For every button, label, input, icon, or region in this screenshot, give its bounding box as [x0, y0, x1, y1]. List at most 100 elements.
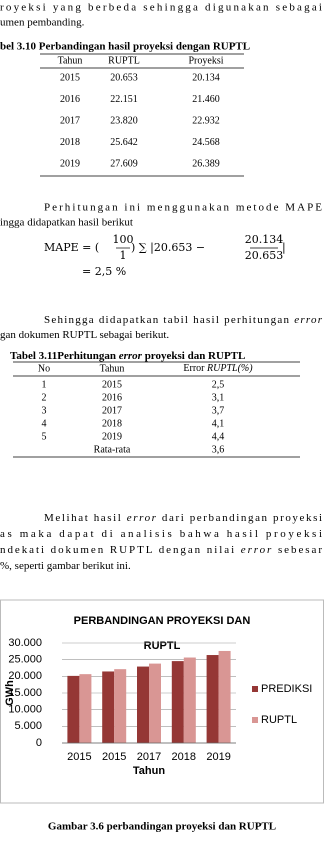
table-cell: 20.134 [192, 72, 220, 83]
table-cell: 2017 [102, 405, 122, 416]
bar [206, 655, 219, 743]
table-caption-part: proyeksi dan RUPTL [142, 350, 245, 362]
formula-text: MAPE = ( [44, 241, 99, 254]
text-line: as maka dapat di analisis bahwa hasil pr… [0, 528, 322, 540]
legend-label: PREDIKSI [261, 683, 312, 695]
table-cell: 3,6 [212, 444, 225, 455]
table-header: No [38, 363, 50, 374]
text-line-part: Melihat hasil [44, 512, 125, 524]
table-cell: 2016 [60, 94, 80, 105]
chart-title: RUPTL [144, 640, 181, 652]
text-line: %, seperti gambar berikut ini. [0, 560, 131, 572]
figure-caption: Gambar 3.6 perbandingan proyeksi dan RUP… [48, 821, 276, 833]
text-line: Perhitungan ini menggunakan metode MAPE [44, 202, 322, 214]
formula-text: 1 [120, 249, 127, 262]
table-cell: 27.609 [110, 158, 138, 169]
table-header: Tahun [100, 363, 125, 374]
table-header-part: RUPTL(%) [205, 363, 254, 374]
y-tick-label: 5.000 [14, 720, 42, 732]
text-line: Melihat hasil error dari perbandingan pr… [44, 512, 322, 524]
x-tick-label: 2015 [102, 751, 126, 763]
table-cell: 24.568 [192, 137, 220, 148]
table-header-part: Error [183, 363, 205, 374]
formula-text: ) ∑ |20.653 − [131, 241, 205, 255]
table-cell: 2 [42, 392, 47, 403]
bar [114, 669, 127, 743]
table-header: Proyeksi [189, 55, 224, 66]
y-tick-label: 0 [36, 737, 42, 749]
table-cell: 4 [42, 418, 47, 429]
table-cell: 20.653 [110, 72, 138, 83]
chart-title: PERBANDINGAN PROYEKSI DAN [74, 615, 251, 627]
table-cell: 1 [42, 379, 47, 390]
table-cell: 4,4 [212, 431, 225, 442]
chart-frame [0, 599, 324, 804]
table-caption: Tabel 3.11Perhitungan error proyeksi dan… [10, 350, 245, 362]
formula-text: 20.134 [245, 233, 284, 246]
y-tick-label: 10.000 [8, 704, 42, 716]
table-cell: 5 [42, 431, 47, 442]
text-line-part: sebesar [273, 544, 322, 556]
text-line: Sehingga didapatkan tabil hasil perhitun… [44, 314, 323, 326]
table-cell: 3 [42, 405, 47, 416]
text-line: ingga didapatkan hasil berikut [0, 217, 133, 229]
table-cell: 2018 [102, 418, 122, 429]
table-header: RUPTL [108, 55, 140, 66]
table-cell: 2015 [102, 379, 122, 390]
table-caption-part: Tabel 3.11Perhitungan [10, 350, 119, 362]
bar [149, 663, 161, 743]
bar [79, 674, 92, 743]
x-tick-label: 2018 [172, 751, 196, 763]
table-cell: 23.820 [110, 115, 138, 126]
text-line-part: error [241, 544, 272, 556]
table-cell: 2018 [60, 137, 80, 148]
bar [67, 675, 80, 743]
table-cell: 25.642 [110, 137, 138, 148]
table-cell: 22.932 [192, 115, 220, 126]
legend-swatch [252, 717, 258, 723]
table-cell: 2019 [60, 158, 80, 169]
text-line-part: %, seperti gambar berikut ini. [0, 560, 131, 572]
text-line-part: error [127, 512, 157, 524]
text-line-part: gan dokumen RUPTL sebagai berikut. [0, 329, 169, 341]
table-cell: Rata-rata [94, 444, 131, 455]
y-tick-label: 20.000 [8, 670, 42, 682]
text-line: royeksi yang berbeda sehingga digunakan … [0, 2, 322, 14]
table-caption: bel 3.10 Perbandingan hasil proyeksi den… [0, 41, 250, 53]
x-tick-label: 2017 [137, 751, 161, 763]
table-cell: 2019 [102, 431, 122, 442]
formula-text: 100 [113, 233, 134, 246]
table-cell: 3,1 [212, 392, 225, 403]
table-caption-part: error [119, 350, 143, 362]
text-line-part: ndekati dokumen RUPTL dengan nilai [0, 544, 239, 556]
y-tick-label: 25.000 [8, 654, 42, 666]
table-cell: 3,7 [212, 405, 225, 416]
text-line-part: as maka dapat di analisis bahwa hasil pr… [0, 528, 322, 540]
bar [171, 661, 184, 743]
x-tick-label: 2015 [67, 751, 91, 763]
formula-text: = 2,5 % [82, 265, 126, 278]
y-axis-label: GWh [4, 680, 16, 706]
bar [218, 650, 231, 743]
y-tick-label: 30.000 [8, 637, 42, 649]
legend-swatch [252, 686, 258, 692]
table-cell: 21.460 [192, 94, 220, 105]
table-header: Error RUPTL(%) [183, 363, 253, 374]
table-header: Tahun [58, 55, 83, 66]
table-cell: 2,5 [212, 379, 225, 390]
table-cell: 22.151 [110, 94, 138, 105]
x-axis-label: Tahun [133, 765, 165, 777]
x-tick-label: 2019 [206, 751, 230, 763]
text-line-part: Sehingga didapatkan tabil hasil perhitun… [44, 314, 293, 326]
table-cell: 2017 [60, 115, 80, 126]
bar [183, 657, 196, 743]
y-tick-label: 15.000 [8, 687, 42, 699]
text-line-part: error [294, 314, 322, 326]
formula-text: | [282, 241, 286, 255]
table-cell: 2015 [60, 72, 80, 83]
table-cell: 4,1 [212, 418, 225, 429]
bar [102, 671, 115, 743]
formula-text: 20.653 [245, 249, 284, 262]
text-line: ndekati dokumen RUPTL dengan nilai error… [0, 544, 322, 556]
